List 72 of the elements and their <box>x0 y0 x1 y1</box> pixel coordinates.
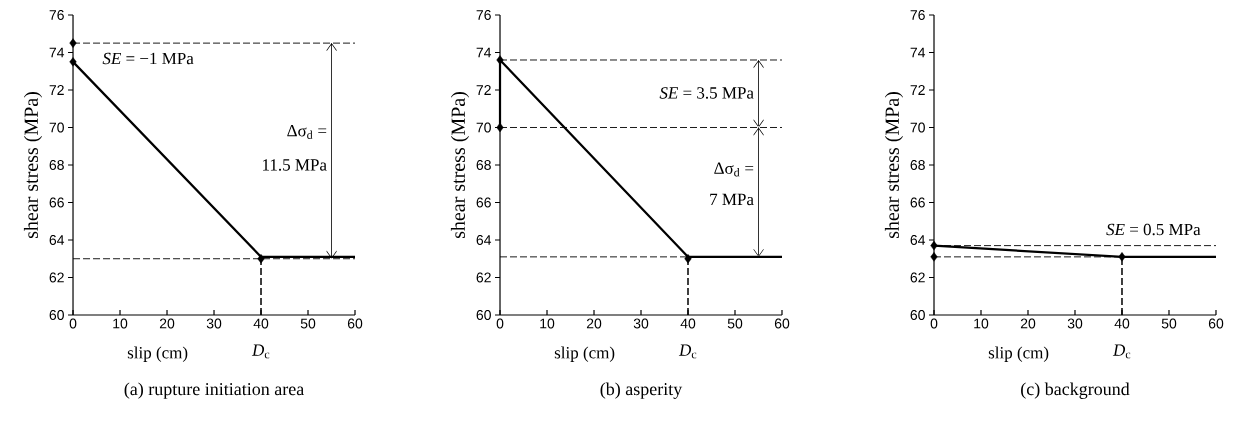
y-tick-label: 68 <box>49 160 64 170</box>
x-tick-label: 50 <box>727 318 743 329</box>
annotation: Δσ$_{d}$ = <box>287 125 327 139</box>
y-tick-label: 62 <box>476 272 491 283</box>
y-tick-label: 72 <box>910 85 925 95</box>
x-tick-label: 60 <box>347 318 363 329</box>
annotation: SE = 3.5 MPa <box>659 87 754 99</box>
x-axis-title: slip (cm) <box>127 346 188 362</box>
text: D$_{c}$ <box>1112 344 1131 359</box>
x-axis-title: slip (cm) <box>988 346 1049 362</box>
y-tick-label: 60 <box>476 310 491 320</box>
annotation: 11.5 MPa <box>263 159 327 171</box>
x-tick-label: 0 <box>930 318 938 329</box>
x-axis-title: slip (cm) <box>554 346 615 362</box>
y-axis-title: shear stress (MPa) <box>884 92 904 239</box>
y-tick-label: 66 <box>910 197 925 208</box>
annotation: 7 MPa <box>710 193 754 206</box>
y-tick-label: 74 <box>476 47 492 58</box>
y-tick-label: 72 <box>49 85 64 95</box>
x-tick-label: 50 <box>1161 318 1177 329</box>
annotation: SE = −1 MPa <box>102 52 194 65</box>
y-tick-label: 62 <box>910 272 925 283</box>
x-tick-label: 20 <box>586 318 602 329</box>
x-tick-label: 0 <box>496 318 504 329</box>
y-tick-label: 70 <box>49 122 64 133</box>
x-tick-label: 30 <box>206 318 222 329</box>
x-tick-label: 10 <box>540 318 555 329</box>
point <box>69 38 77 48</box>
x-tick-label: 10 <box>974 318 989 329</box>
x-tick-label: 30 <box>1067 318 1083 329</box>
y-tick-label: 64 <box>49 235 65 245</box>
x-tick-label: 40 <box>680 318 696 329</box>
y-tick-label: 68 <box>910 160 925 170</box>
text: (b) asperity <box>600 382 683 399</box>
annotation: Δσ$_{d}$ = <box>714 162 754 177</box>
point <box>257 254 265 264</box>
y-tick-label: 68 <box>476 160 491 170</box>
y-tick-label: 64 <box>910 235 926 245</box>
y-tick-label: 70 <box>910 122 925 133</box>
y-tick-label: 66 <box>49 197 64 208</box>
x-tick-label: 0 <box>69 318 77 329</box>
y-tick-label: 66 <box>476 197 491 208</box>
x-tick-label: 30 <box>633 318 649 329</box>
point <box>684 254 692 264</box>
y-tick-label: 60 <box>910 310 925 320</box>
y-tick-label: 70 <box>476 122 491 133</box>
x-tick-label: 40 <box>253 318 269 329</box>
x-tick-label: 50 <box>300 318 316 329</box>
x-tick-label: 10 <box>113 318 128 329</box>
point <box>496 55 504 65</box>
y-tick-label: 72 <box>476 85 491 95</box>
annotation: SE = 0.5 MPa <box>1106 223 1201 236</box>
y-tick-label: 76 <box>49 10 64 20</box>
y-axis-title: shear stress (MPa) <box>23 92 43 239</box>
text: D$_{c}$ <box>251 344 270 359</box>
y-tick-label: 74 <box>910 47 926 58</box>
y-tick-label: 74 <box>49 47 65 58</box>
y-tick-label: 76 <box>910 10 925 20</box>
x-tick-label: 60 <box>1208 318 1224 329</box>
y-tick-label: 76 <box>476 10 491 20</box>
y-tick-label: 64 <box>476 235 492 245</box>
y-tick-label: 60 <box>49 310 64 320</box>
x-tick-label: 20 <box>1020 318 1036 329</box>
x-tick-label: 60 <box>774 318 790 329</box>
point <box>69 57 77 67</box>
x-tick-label: 40 <box>1114 318 1130 329</box>
text: (c) background <box>1021 382 1130 399</box>
x-tick-label: 20 <box>159 318 175 329</box>
text: D$_{c}$ <box>678 344 697 359</box>
text: (a) rupture initiation area <box>124 382 304 399</box>
y-axis-title: shear stress (MPa) <box>450 92 470 239</box>
y-tick-label: 62 <box>49 272 64 283</box>
